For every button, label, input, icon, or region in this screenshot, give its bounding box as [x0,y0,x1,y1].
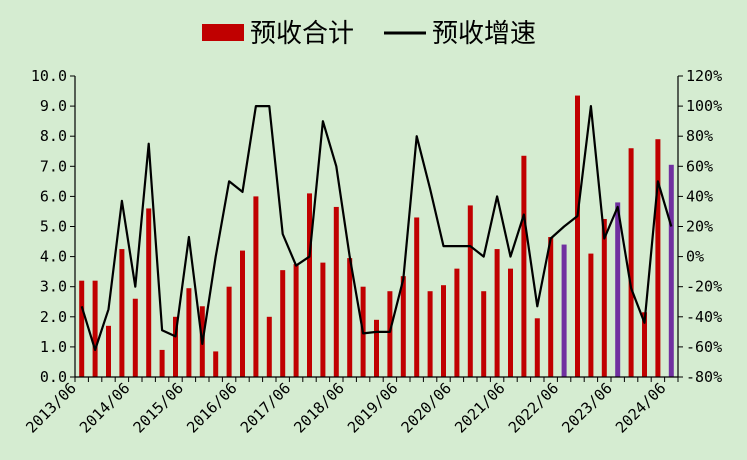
bar [615,202,621,377]
line-series [80,104,673,351]
bar [132,298,138,377]
bar [119,249,125,377]
bar [601,218,607,377]
bar [293,264,299,377]
left-tick-label: 8.0 [40,127,67,145]
bar [534,318,540,377]
bar [400,276,406,377]
left-tick-label: 1.0 [40,338,67,356]
bar [414,217,420,377]
legend-bar-label: 预收合计 [250,19,354,49]
bar [173,316,178,377]
bar [387,291,393,377]
right-tick-label: 20% [686,218,713,236]
bar-series [79,95,674,377]
legend-bar-swatch [202,24,244,41]
bar [481,291,487,377]
right-axis-ticks: -80% -60% -40% -20% 0% 20% 40% 60% 80% 100% 120% [678,67,722,386]
bar [159,349,165,377]
left-tick-label: 9.0 [40,97,67,115]
right-tick-label: 120% [686,67,722,85]
bar [521,155,527,377]
bar [186,288,192,377]
bar [548,237,554,377]
bar [213,351,219,377]
bar [642,312,647,377]
bar [106,325,111,377]
left-axis-ticks: 0.0 1.0 2.0 3.0 4.0 5.0 6.0 7.0 8.0 9.0 10.0 [31,67,75,386]
bar [266,316,272,377]
right-tick-label: -40% [686,308,722,326]
bar [454,268,460,377]
bar [508,268,513,377]
bar [253,196,259,377]
bar [655,139,661,377]
bar [494,249,500,377]
bar [575,95,580,377]
left-tick-label: 0.0 [40,368,67,386]
bar [467,205,473,377]
bar [668,164,674,377]
growth-line [80,104,673,351]
bar [427,291,433,377]
bar [92,280,98,377]
right-tick-label: 0% [686,248,704,266]
bar [307,193,312,377]
bar [146,208,152,377]
left-tick-label: 4.0 [40,248,67,266]
bar [333,206,339,377]
left-tick-label: 3.0 [40,278,67,296]
bar [240,250,245,377]
legend-line-label: 预收增速 [432,19,536,49]
right-tick-label: -80% [686,368,722,386]
left-tick-label: 2.0 [40,308,67,326]
left-tick-label: 6.0 [40,187,67,205]
right-tick-label: 100% [686,97,722,115]
left-tick-label: 7.0 [40,157,67,175]
left-tick-label: 5.0 [40,218,67,236]
right-tick-label: 60% [686,157,713,175]
bar [280,270,286,377]
bar [226,286,232,377]
bar [561,244,567,377]
bar [79,280,85,377]
axes [74,76,679,378]
bar [441,285,446,377]
right-tick-label: 40% [686,187,713,205]
right-tick-label: -60% [686,338,722,356]
legend: 预收合计 预收增速 [202,19,536,49]
bar [320,262,326,377]
right-tick-label: -20% [686,278,722,296]
bar [374,319,379,377]
right-tick-label: 80% [686,127,713,145]
bar [588,253,594,377]
bar [347,258,353,377]
bar [628,148,634,377]
left-tick-label: 10.0 [31,67,67,85]
